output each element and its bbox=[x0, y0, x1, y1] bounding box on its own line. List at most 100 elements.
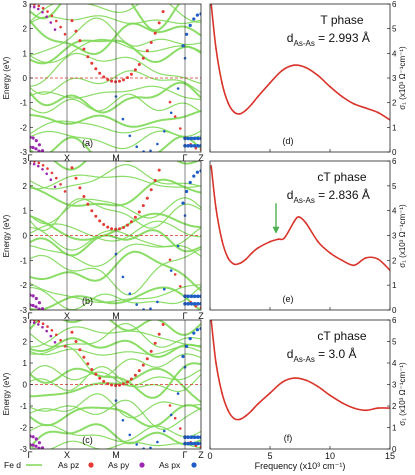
sigma1-point bbox=[227, 409, 229, 412]
as-pz-dot bbox=[78, 39, 82, 43]
as-py-dot bbox=[53, 185, 57, 189]
sigma-tick-label: 6 bbox=[392, 316, 397, 325]
as-py-dot bbox=[34, 305, 38, 309]
panel-label-d: (d) bbox=[283, 136, 294, 146]
as-pz-dot bbox=[157, 168, 161, 172]
as-pz-dot bbox=[55, 19, 58, 23]
as-pz-dot bbox=[37, 4, 41, 8]
as-pz-dot bbox=[78, 186, 82, 190]
energy-tick-label: 0 bbox=[23, 232, 28, 241]
as-py-dot bbox=[32, 321, 36, 325]
as-py-dot bbox=[34, 437, 38, 441]
energy-tick-label: 1 bbox=[23, 207, 28, 216]
as-px-dot bbox=[195, 328, 199, 332]
as-px-dot bbox=[192, 144, 197, 148]
ylabel-sigma-e: σ₁ (x10³ Ω⁻¹cm⁻¹) bbox=[398, 204, 407, 268]
sigma-tick-label: 1 bbox=[392, 424, 397, 433]
as-px-dot bbox=[121, 419, 125, 422]
as-pz-dot bbox=[168, 404, 172, 407]
as-pz-dot bbox=[126, 380, 129, 384]
sigma-tick-label: 3 bbox=[392, 74, 397, 83]
kpoint-label: Γ bbox=[183, 311, 188, 321]
as-pz-dot bbox=[168, 100, 172, 104]
as-px-dot bbox=[195, 170, 199, 174]
as-px-dot bbox=[199, 441, 201, 446]
ylabel-sigma-d: σ₁ (x10³ Ω⁻¹cm⁻¹) bbox=[398, 46, 407, 110]
as-px-dot bbox=[189, 435, 194, 440]
kpoint-label: Γ bbox=[183, 450, 188, 460]
as-pz-dot bbox=[102, 75, 106, 79]
energy-tick-label: -1 bbox=[20, 256, 28, 265]
as-py-dot bbox=[32, 162, 36, 166]
as-px-dot bbox=[199, 302, 201, 306]
as-pz-dot bbox=[70, 19, 74, 23]
legend-fe-label: Fe d bbox=[4, 460, 21, 470]
sigma1-point bbox=[341, 401, 343, 404]
sigma1-point bbox=[329, 85, 331, 88]
panel-label-e: (e) bbox=[283, 294, 294, 304]
energy-tick-label: 2 bbox=[23, 182, 28, 191]
as-pz-dot bbox=[46, 325, 49, 328]
as-pz-dot bbox=[126, 223, 129, 227]
as-pz-dot bbox=[161, 323, 165, 326]
as-px-dot bbox=[169, 413, 173, 417]
as-px-dot bbox=[196, 435, 200, 440]
as-px-dot bbox=[199, 136, 201, 141]
as-px-dot bbox=[186, 302, 190, 306]
as-pz-dot bbox=[153, 179, 157, 182]
phase-title-d: T phase bbox=[320, 13, 363, 27]
sigma1-point bbox=[257, 247, 259, 249]
as-pz-dot bbox=[33, 4, 36, 6]
distance-subscript: As-As bbox=[293, 39, 314, 48]
as-pz-dot bbox=[161, 10, 165, 14]
energy-tick-label: 1 bbox=[23, 49, 28, 58]
as-px-dot bbox=[142, 308, 145, 310]
as-pz-dot bbox=[166, 0, 169, 1]
sigma1-point bbox=[210, 165, 213, 167]
as-pz-dot bbox=[55, 176, 58, 180]
as-px-dot bbox=[135, 145, 138, 148]
as-py-dot bbox=[41, 10, 44, 14]
as-pz-dot bbox=[179, 127, 182, 130]
as-pz-dot bbox=[114, 384, 118, 388]
sigma1-point bbox=[329, 252, 331, 254]
as-py-dot bbox=[31, 136, 35, 140]
as-pz-dot bbox=[50, 14, 54, 18]
as-py-dot bbox=[37, 301, 42, 305]
as-py-dot bbox=[31, 435, 35, 439]
kpoint-label: Γ bbox=[183, 153, 188, 163]
sigma1-point bbox=[245, 109, 247, 111]
fe-d-band bbox=[30, 15, 201, 25]
as-pz-dot bbox=[102, 223, 106, 226]
as-pz-dot bbox=[63, 32, 67, 36]
as-pz-dot bbox=[137, 369, 141, 373]
sigma-tick-label: 6 bbox=[392, 157, 397, 166]
as-py-dot bbox=[45, 329, 48, 333]
distance-subscript: As-As bbox=[293, 355, 314, 364]
sigma1-point bbox=[281, 381, 283, 384]
kpoint-label: M bbox=[112, 311, 120, 321]
as-px-dot bbox=[199, 294, 201, 299]
fe-d-band bbox=[30, 20, 201, 56]
fe-d-band bbox=[30, 85, 201, 101]
as-pz-dot bbox=[86, 202, 90, 206]
ylabel-energy-a: Energy (eV) bbox=[2, 56, 11, 99]
as-pz-dot bbox=[129, 377, 133, 381]
as-py-dot bbox=[37, 164, 40, 168]
distance-symbol: d bbox=[287, 188, 294, 202]
as-pz-dot bbox=[129, 72, 133, 76]
as-px-dot bbox=[181, 354, 185, 359]
as-px-dot bbox=[188, 23, 192, 27]
sigma1-point bbox=[277, 238, 280, 241]
as-px-dot bbox=[176, 87, 180, 90]
as-pz-dot bbox=[74, 340, 78, 343]
as-pz-dot bbox=[118, 79, 121, 83]
as-py-dot bbox=[34, 296, 38, 301]
as-px-dot bbox=[156, 300, 159, 304]
kpoint-label: Γ bbox=[28, 450, 33, 460]
as-pz-dot bbox=[41, 164, 45, 167]
as-pz-dot bbox=[110, 383, 114, 387]
legend: Fe d As pz As py As px bbox=[4, 460, 197, 470]
